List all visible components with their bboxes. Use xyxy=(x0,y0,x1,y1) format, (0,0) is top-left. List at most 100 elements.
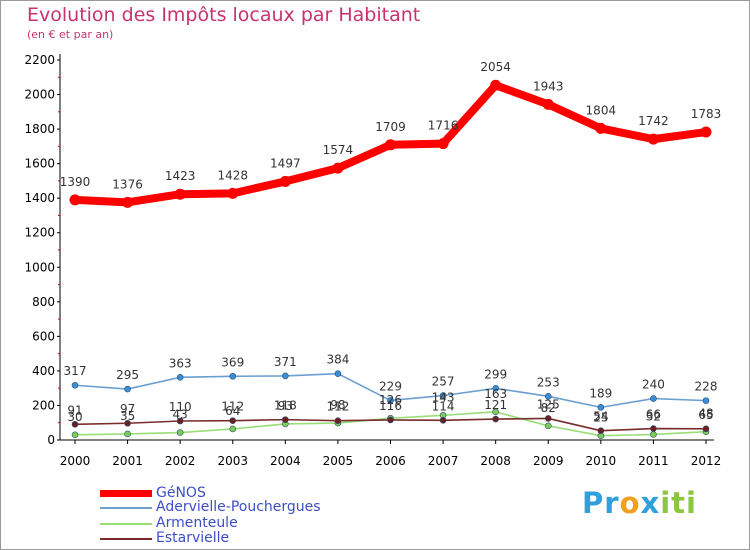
data-label: 1943 xyxy=(533,79,564,93)
series-layer xyxy=(69,79,712,439)
data-label: 112 xyxy=(326,400,349,414)
data-label: 163 xyxy=(484,387,507,401)
data-label: 229 xyxy=(379,379,402,393)
data-point xyxy=(544,392,552,400)
y-tick-label: 1600 xyxy=(24,157,55,171)
data-label: 1390 xyxy=(60,175,91,189)
data-point xyxy=(544,415,552,422)
data-point xyxy=(69,194,81,206)
x-tick-label: 2011 xyxy=(638,454,669,468)
chart-axes: 0 200 400 600 800 1000 1200 1400 1600 1800 2000 220… xyxy=(24,53,721,468)
legend-label-genos: GéNOS xyxy=(156,485,206,501)
data-label: 1497 xyxy=(270,156,301,170)
data-point xyxy=(650,395,657,402)
legend-item-adervielle: Adervielle-Pouchergues xyxy=(100,499,360,516)
data-label: 30 xyxy=(67,410,82,424)
legend-item-estarvielle: Estarvielle xyxy=(100,530,360,547)
data-label: 369 xyxy=(221,355,244,369)
chart-subtitle: (en € et par an) xyxy=(27,28,114,41)
data-label: 1783 xyxy=(691,107,722,121)
proxiti-logo: Proxiti xyxy=(582,486,697,520)
logo-part-2: o xyxy=(619,486,641,520)
data-point xyxy=(650,425,657,432)
x-tick-label: 2002 xyxy=(165,454,196,468)
data-point xyxy=(229,417,237,424)
y-tick-label: 400 xyxy=(32,364,55,378)
data-point xyxy=(544,422,552,430)
data-point xyxy=(542,98,554,110)
data-label: 125 xyxy=(537,397,560,411)
series-3 xyxy=(71,415,710,434)
data-point xyxy=(227,187,239,199)
x-tick-label: 2009 xyxy=(533,454,564,468)
data-point xyxy=(490,79,502,91)
legend-item-armenteule: Armenteule xyxy=(100,515,360,532)
logo-part-1: Pr xyxy=(582,486,620,520)
data-label: 98 xyxy=(330,398,345,412)
logo-part-3: x xyxy=(640,486,661,520)
series-1 xyxy=(71,370,710,411)
data-label: 114 xyxy=(432,399,455,413)
data-label: 1376 xyxy=(112,177,143,191)
data-point xyxy=(597,427,605,434)
data-label: 110 xyxy=(169,400,192,414)
data-label: 228 xyxy=(695,380,718,394)
data-point xyxy=(702,397,710,404)
data-label: 1709 xyxy=(375,120,406,134)
data-point xyxy=(492,385,499,392)
data-label: 371 xyxy=(274,355,297,369)
data-point xyxy=(282,372,289,380)
data-point xyxy=(492,415,499,423)
data-point xyxy=(282,416,289,423)
data-point xyxy=(387,416,394,424)
data-point xyxy=(124,385,131,393)
data-label: 112 xyxy=(221,400,244,414)
series-0 xyxy=(69,79,712,208)
x-tick-label: 2005 xyxy=(323,454,354,468)
data-label: 48 xyxy=(698,407,713,421)
x-tick-label: 2006 xyxy=(375,454,406,468)
y-tick-label: 1400 xyxy=(24,191,55,205)
legend-swatch-genos xyxy=(100,490,152,497)
y-tick-label: 1200 xyxy=(24,226,55,240)
data-label: 384 xyxy=(326,353,349,367)
data-point xyxy=(439,417,447,424)
y-tick-label: 2200 xyxy=(24,53,55,67)
legend-label-adervielle: Adervielle-Pouchergues xyxy=(156,499,321,515)
data-label: 93 xyxy=(278,399,293,413)
data-point xyxy=(492,408,499,416)
x-tick-label: 2000 xyxy=(60,454,91,468)
data-point xyxy=(229,372,237,380)
data-point xyxy=(176,429,184,436)
data-label: 118 xyxy=(274,399,297,413)
data-labels-layer: 1390 1376 1423 1428 1497 1574 1709 1716 2054 1943… xyxy=(60,60,722,424)
data-point xyxy=(650,431,657,438)
y-tick-label: 1000 xyxy=(24,260,55,274)
data-label: 126 xyxy=(379,393,402,407)
data-label: 65 xyxy=(698,408,713,422)
data-point xyxy=(176,417,184,425)
data-label: 295 xyxy=(116,368,139,382)
x-tick-label: 2007 xyxy=(428,454,459,468)
series-2 xyxy=(71,408,710,439)
data-point xyxy=(700,126,712,138)
data-label: 317 xyxy=(64,364,87,378)
data-label: 299 xyxy=(484,367,507,381)
data-point xyxy=(387,397,394,404)
data-point xyxy=(702,425,710,433)
legend-item-genos: GéNOS xyxy=(100,485,360,502)
data-point xyxy=(124,430,131,438)
chart-title: Evolution des Impôts locaux par Habitant xyxy=(27,4,421,26)
data-point xyxy=(334,370,342,377)
data-label: 43 xyxy=(173,408,188,422)
data-label: 2054 xyxy=(480,60,511,74)
data-label: 253 xyxy=(537,375,560,389)
data-point xyxy=(229,425,237,433)
data-label: 1716 xyxy=(428,119,459,133)
data-label: 1574 xyxy=(323,143,354,157)
data-label: 189 xyxy=(589,386,612,400)
data-label: 66 xyxy=(646,408,661,422)
data-point xyxy=(71,420,79,428)
